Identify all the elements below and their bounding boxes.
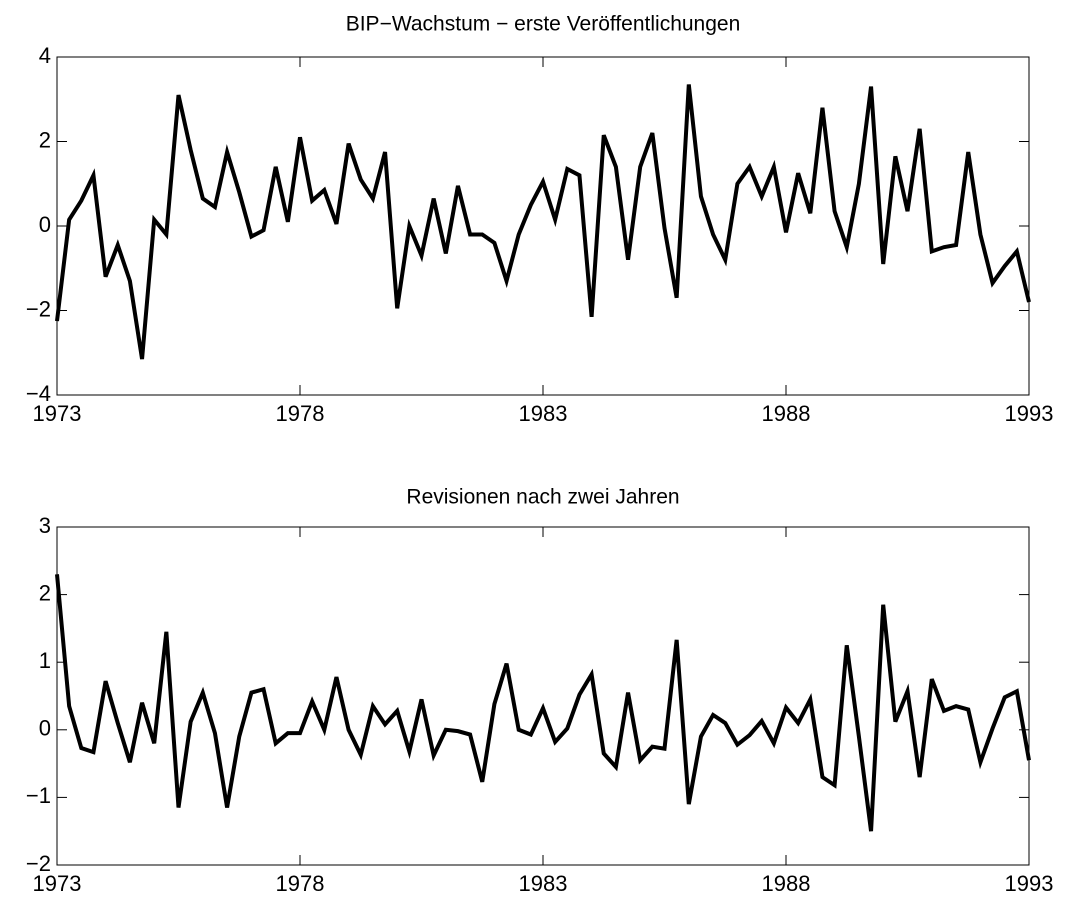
x-tick-label: 1973 [33,401,82,426]
y-tick-label: 2 [39,580,51,605]
data-line [55,84,1031,360]
x-tick-label: 1978 [276,401,325,426]
x-tick-label: 1988 [762,401,811,426]
data-line [55,574,1031,832]
y-tick-label: 0 [39,212,51,237]
y-tick-label: −1 [26,783,51,808]
x-tick-label: 1983 [519,401,568,426]
plot-frame [56,526,1030,866]
x-tick-label: 1983 [519,871,568,896]
y-tick-label: 3 [39,513,51,538]
y-tick-label: −2 [26,851,51,876]
plot-frame [56,56,1030,396]
y-tick-label: 2 [39,127,51,152]
y-tick-label: 0 [39,716,51,741]
y-tick-label: 4 [39,43,51,68]
x-tick-label: 1993 [1005,871,1054,896]
y-tick-label: −2 [26,296,51,321]
chart-title: Revisionen nach zwei Jahren [406,486,679,509]
chart-title: BIP−Wachstum − erste Veröffentlichungen [346,13,741,36]
x-tick-label: 1978 [276,871,325,896]
y-tick-label: 1 [39,648,51,673]
x-tick-label: 1993 [1005,401,1054,426]
y-tick-label: −4 [26,381,51,406]
x-tick-label: 1973 [33,871,82,896]
x-tick-label: 1988 [762,871,811,896]
